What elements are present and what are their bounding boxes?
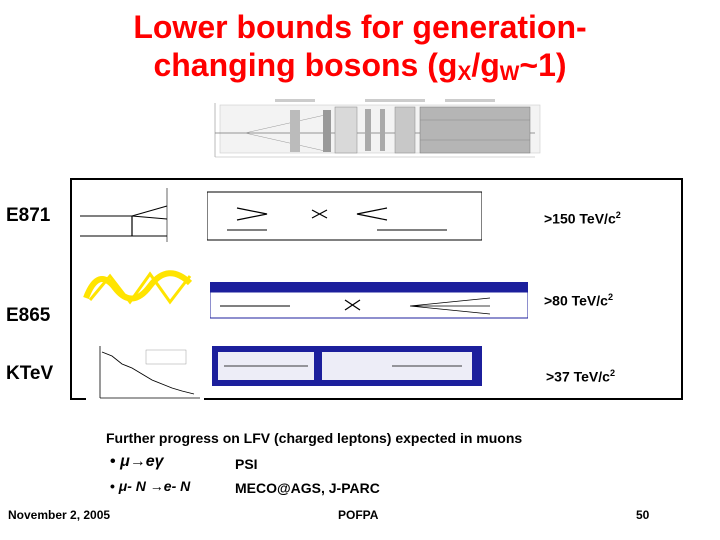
feynman-diagram-image xyxy=(72,184,202,246)
footer-date: November 2, 2005 xyxy=(8,508,111,522)
detector-schematic-image xyxy=(205,95,545,165)
experiment-label-e871: E871 xyxy=(6,205,51,226)
decay-process-image xyxy=(207,190,482,242)
title-line-1: Lower bounds for generation- xyxy=(133,9,587,45)
bullet-dot-icon: • xyxy=(110,453,116,470)
dark-band-diagram-image xyxy=(210,280,528,320)
page-number: 50 xyxy=(636,508,650,522)
formula-image xyxy=(212,346,482,386)
bullet-mu-conversion-where: MECO@AGS, J-PARC xyxy=(235,480,380,496)
bullet-mu-conversion: • μ- N →e- N xyxy=(110,478,191,494)
experiment-label-ktev: KTeV xyxy=(6,363,54,384)
footer-event: POFPA xyxy=(338,508,379,522)
bullet-mu-e-gamma: • μ→eγ xyxy=(110,453,164,470)
bullet-mu-e-gamma-where: PSI xyxy=(235,456,258,472)
lfv-progress-note: Further progress on LFV (charged leptons… xyxy=(106,430,523,446)
bound-e871: >150 TeV/c2 xyxy=(544,210,621,227)
experiment-results-frame xyxy=(70,178,683,400)
bullet-dot-icon: • xyxy=(110,478,115,494)
bound-e865: >80 TeV/c2 xyxy=(544,292,614,309)
slide-title: Lower bounds for generation- changing bo… xyxy=(60,8,660,93)
title-line-2: changing bosons (gX/gW~1) xyxy=(153,47,567,85)
experiment-label-e865: E865 xyxy=(6,305,51,326)
bound-ktev: >37 TeV/c2 xyxy=(546,368,616,385)
branching-ratio-image xyxy=(80,258,205,313)
data-plot-image xyxy=(86,342,204,404)
